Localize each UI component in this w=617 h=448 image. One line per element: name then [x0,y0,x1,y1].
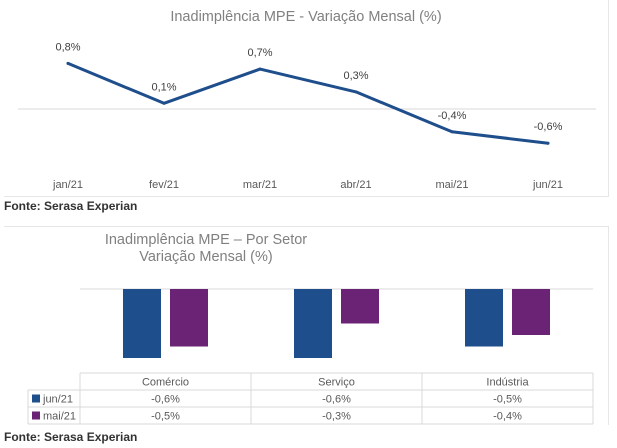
data-point [450,130,454,134]
table-value: -0,3% [322,411,351,423]
table-value: -0,4% [493,411,522,423]
x-tick-label: mai/21 [435,179,468,191]
line-chart: Inadimplência MPE - Variação Mensal (%) 0… [18,9,596,191]
x-tick-label: abr/21 [340,179,371,191]
legend-label: mai/21 [43,411,76,423]
line-chart-panel: Inadimplência MPE - Variação Mensal (%) 0… [4,0,609,197]
x-tick-label: jun/21 [532,179,563,191]
bar-jun [465,289,503,347]
table-value: -0,5% [151,411,180,423]
data-point [66,61,70,65]
legend-key [32,394,40,403]
source-note-top: Fonte: Serasa Experian [4,199,138,213]
table-value: -0,5% [493,394,522,406]
bar-mai [341,289,379,324]
data-point [162,101,166,105]
source-note-bottom: Fonte: Serasa Experian [4,430,138,444]
legend-key [32,411,40,420]
data-label: -0,4% [438,110,467,122]
data-label: 0,8% [55,41,80,53]
data-point [546,141,550,145]
x-tick-label: jan/21 [52,179,83,191]
chart-subtitle: Variação Mensal (%) [139,249,273,265]
chart-title: Inadimplência MPE - Variação Mensal (%) [170,9,441,25]
data-label: 0,7% [247,47,272,59]
bar-jun [294,289,332,358]
bar-mai [170,289,208,347]
table-value: -0,6% [151,394,180,406]
data-label: -0,6% [534,121,563,133]
table-header: Serviço [318,377,355,389]
chart-title: Inadimplência MPE – Por Setor [105,232,307,248]
table-header: Indústria [486,377,529,389]
data-point [354,90,358,94]
data-point [258,67,262,71]
table-header: Comércio [142,377,189,389]
legend-label: jun/21 [42,394,73,406]
data-label: 0,3% [343,70,368,82]
bar-mai [512,289,550,335]
x-tick-label: mar/21 [243,179,277,191]
table-value: -0,6% [322,394,351,406]
series-line [66,61,550,145]
bar-chart-panel: Inadimplência MPE – Por Setor Variação Me… [4,226,609,425]
x-tick-label: fev/21 [149,179,179,191]
data-label: 0,1% [151,81,176,93]
bar-jun [123,289,161,358]
